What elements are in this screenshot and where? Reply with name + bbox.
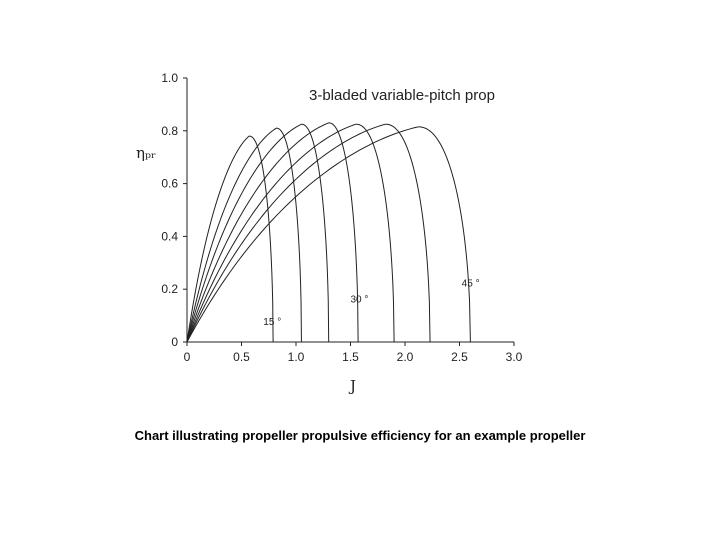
x-tick-label: 0	[184, 350, 191, 364]
efficiency-curve-5	[186, 123, 395, 343]
y-tick-label: 1.0	[161, 71, 178, 85]
x-tick-label: 3.0	[506, 350, 523, 364]
pitch-angle-label: 30 °	[351, 294, 369, 305]
x-tick-label: 0.5	[233, 350, 250, 364]
y-tick-label: 0	[171, 335, 178, 349]
annotations: 15 ° 30 ° 45 °	[263, 279, 479, 328]
chart-caption: Chart illustrating propeller propulsive …	[134, 428, 586, 443]
efficiency-curve-7	[186, 126, 471, 343]
y-tick-label: 0.8	[161, 124, 178, 138]
y-tick-label: 0.6	[161, 177, 178, 191]
efficiency-curve-1	[186, 135, 274, 343]
efficiency-curve-6	[186, 123, 431, 343]
y-axis-label: ηₚᵣ	[136, 144, 156, 162]
x-tick-label: 1.5	[342, 350, 359, 364]
efficiency-curve-3	[186, 123, 330, 343]
y-tick-label: 0.2	[161, 282, 178, 296]
curves	[186, 122, 471, 343]
x-tick-label: 2.5	[451, 350, 468, 364]
efficiency-curve-2	[186, 127, 302, 343]
pitch-angle-label: 45 °	[462, 279, 480, 290]
efficiency-curve-4	[186, 122, 359, 343]
x-tick-label: 2.0	[397, 350, 414, 364]
x-tick-label: 1.0	[288, 350, 305, 364]
efficiency-chart: 0 0.5 1.0 1.5 2.0 2.5 3.0 0 0.2 0.4 0.6 0.8 1.0 15 °…	[136, 71, 523, 395]
x-axis-label: J	[348, 377, 356, 395]
y-tick-label: 0.4	[161, 229, 178, 243]
ticks: 0 0.5 1.0 1.5 2.0 2.5 3.0 0 0.2 0.4 0.6 0.8 1.0	[161, 71, 522, 364]
pitch-angle-label: 15 °	[263, 317, 281, 328]
chart-title: 3-bladed variable-pitch prop	[309, 87, 495, 104]
